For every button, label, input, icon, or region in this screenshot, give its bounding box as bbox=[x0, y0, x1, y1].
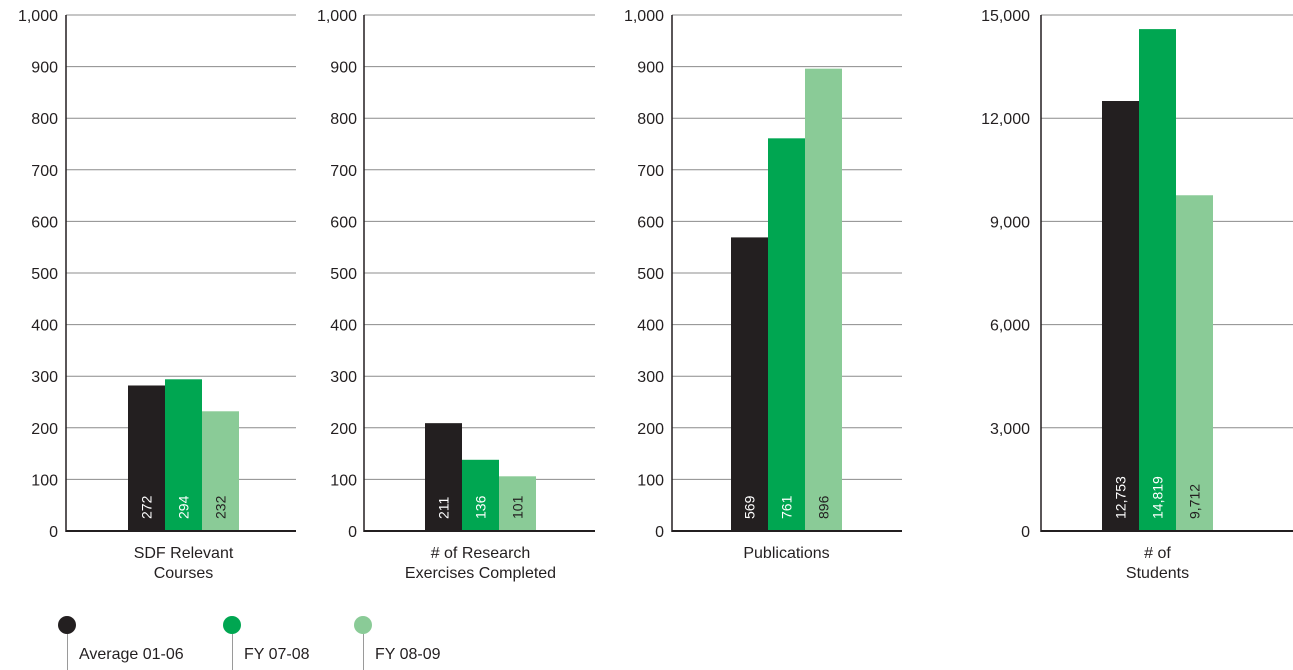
y-tick-label-2-10: 1,000 bbox=[624, 8, 664, 25]
y-tick-label-1-5: 500 bbox=[330, 266, 357, 283]
y-tick-label-3-2: 6,000 bbox=[990, 318, 1030, 335]
y-tick-label-1-10: 1,000 bbox=[317, 8, 357, 25]
bar-value-label-3-0: 12,753 bbox=[1113, 476, 1129, 519]
y-tick-label-2-4: 400 bbox=[637, 318, 664, 335]
y-tick-label-0-4: 400 bbox=[31, 318, 58, 335]
legend: Average 01-06 FY 07-08 FY 08-09 bbox=[0, 600, 600, 670]
bar-2-0 bbox=[731, 237, 768, 531]
bar-value-label-3-2: 9,712 bbox=[1187, 484, 1203, 519]
bar-value-label-0-0: 272 bbox=[139, 495, 155, 519]
category-label-3-0: # of bbox=[1144, 545, 1171, 562]
category-label-0-1: Courses bbox=[154, 565, 214, 582]
legend-pointer-average bbox=[67, 634, 68, 670]
y-tick-label-1-1: 100 bbox=[330, 472, 357, 489]
bar-value-label-1-0: 211 bbox=[436, 496, 452, 519]
category-label-0-0: SDF Relevant bbox=[134, 545, 234, 562]
category-label-1-0: # of Research bbox=[431, 545, 531, 562]
y-tick-label-0-0: 0 bbox=[49, 524, 58, 541]
y-tick-label-3-5: 15,000 bbox=[981, 8, 1030, 25]
y-tick-label-0-5: 500 bbox=[31, 266, 58, 283]
bar-3-2 bbox=[1176, 195, 1213, 532]
y-tick-label-0-6: 600 bbox=[31, 214, 58, 231]
y-tick-label-0-2: 200 bbox=[31, 421, 58, 438]
bar-0-2 bbox=[202, 411, 239, 531]
y-tick-label-3-1: 3,000 bbox=[990, 421, 1030, 438]
y-tick-label-3-3: 9,000 bbox=[990, 214, 1030, 231]
y-tick-label-0-3: 300 bbox=[31, 369, 58, 386]
y-tick-label-2-5: 500 bbox=[637, 266, 664, 283]
y-tick-label-2-1: 100 bbox=[637, 472, 664, 489]
y-tick-label-0-7: 700 bbox=[31, 163, 58, 180]
bar-value-label-2-2: 896 bbox=[816, 495, 832, 519]
bar-2-2 bbox=[805, 68, 842, 531]
y-tick-label-0-1: 100 bbox=[31, 472, 58, 489]
category-label-3-1: Students bbox=[1126, 565, 1189, 582]
bar-value-label-2-1: 761 bbox=[779, 495, 795, 519]
y-tick-label-0-9: 900 bbox=[31, 60, 58, 77]
bar-0-0 bbox=[128, 385, 165, 531]
charts-canvas: 0 100 200 300 400 500 600 700 800 900 1,000 272 294 2… bbox=[18, 8, 1293, 582]
legend-label-fy0809: FY 08-09 bbox=[375, 646, 441, 663]
legend-label-average: Average 01-06 bbox=[79, 646, 184, 663]
bar-value-label-0-1: 294 bbox=[176, 495, 192, 519]
legend-label-fy0708: FY 07-08 bbox=[244, 646, 310, 663]
y-tick-label-2-6: 600 bbox=[637, 214, 664, 231]
bar-value-label-0-2: 232 bbox=[213, 495, 229, 519]
legend-pointer-fy0708 bbox=[232, 634, 233, 670]
bar-3-1 bbox=[1139, 29, 1176, 531]
y-tick-label-1-6: 600 bbox=[330, 214, 357, 231]
bar-value-label-2-0: 569 bbox=[742, 495, 758, 519]
y-tick-label-3-4: 12,000 bbox=[981, 111, 1030, 128]
y-tick-label-2-9: 900 bbox=[637, 60, 664, 77]
y-tick-label-2-2: 200 bbox=[637, 421, 664, 438]
bar-value-label-3-1: 14,819 bbox=[1150, 476, 1166, 519]
category-label-2-0: Publications bbox=[743, 545, 829, 562]
bar-value-label-1-1: 136 bbox=[473, 495, 489, 519]
y-tick-label-1-8: 800 bbox=[330, 111, 357, 128]
bar-value-label-1-2: 101 bbox=[510, 495, 526, 519]
bar-1-0 bbox=[425, 423, 462, 531]
y-tick-label-2-3: 300 bbox=[637, 369, 664, 386]
bar-3-0 bbox=[1102, 101, 1139, 531]
bar-0-1 bbox=[165, 379, 202, 531]
bar-1-2 bbox=[499, 476, 536, 531]
category-label-1-1: Exercises Completed bbox=[405, 565, 556, 582]
y-tick-label-1-7: 700 bbox=[330, 163, 357, 180]
legend-swatch-average bbox=[58, 616, 76, 634]
legend-pointer-fy0809 bbox=[363, 634, 364, 670]
bar-1-1 bbox=[462, 459, 499, 531]
y-tick-label-1-2: 200 bbox=[330, 421, 357, 438]
legend-swatch-fy0708 bbox=[223, 616, 241, 634]
y-tick-label-2-7: 700 bbox=[637, 163, 664, 180]
y-tick-label-3-0: 0 bbox=[1021, 524, 1030, 541]
y-tick-label-1-9: 900 bbox=[330, 60, 357, 77]
bar-2-1 bbox=[768, 138, 805, 531]
y-tick-label-0-8: 800 bbox=[31, 111, 58, 128]
y-tick-label-1-0: 0 bbox=[348, 524, 357, 541]
y-tick-label-0-10: 1,000 bbox=[18, 8, 58, 25]
y-tick-label-1-3: 300 bbox=[330, 369, 357, 386]
y-tick-label-1-4: 400 bbox=[330, 318, 357, 335]
y-tick-label-2-8: 800 bbox=[637, 111, 664, 128]
legend-swatch-fy0809 bbox=[354, 616, 372, 634]
y-tick-label-2-0: 0 bbox=[655, 524, 664, 541]
